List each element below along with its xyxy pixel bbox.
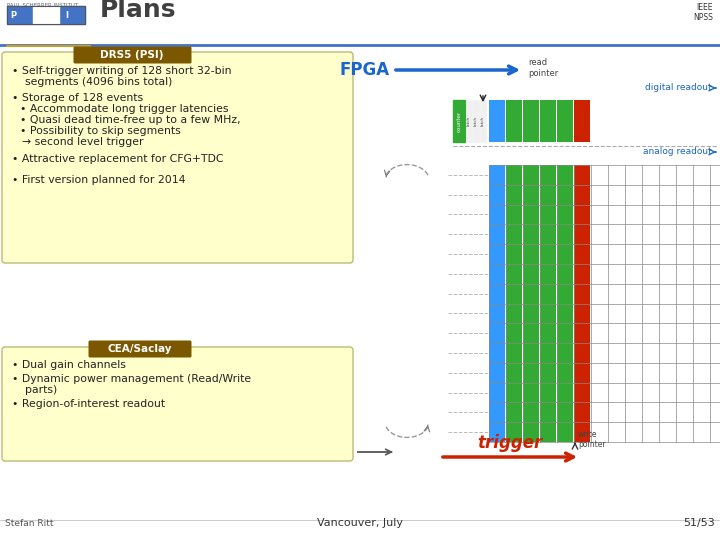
Bar bbox=[591, 165, 607, 442]
Bar bbox=[523, 100, 539, 142]
Bar bbox=[523, 165, 539, 442]
Text: parts): parts) bbox=[18, 385, 58, 395]
Bar bbox=[473, 100, 479, 142]
Bar bbox=[710, 165, 720, 442]
Bar bbox=[557, 165, 573, 442]
Text: 51/53: 51/53 bbox=[683, 518, 715, 528]
Bar bbox=[489, 165, 505, 442]
Bar bbox=[710, 100, 720, 142]
Text: IEEE
NPSS: IEEE NPSS bbox=[693, 3, 713, 22]
Text: write
pointer: write pointer bbox=[578, 430, 606, 449]
FancyBboxPatch shape bbox=[2, 347, 353, 461]
Text: counter: counter bbox=[456, 111, 462, 132]
Bar bbox=[625, 165, 641, 442]
FancyBboxPatch shape bbox=[73, 46, 192, 64]
Text: segments (4096 bins total): segments (4096 bins total) bbox=[18, 77, 172, 87]
Bar bbox=[506, 165, 522, 442]
Text: latch: latch bbox=[474, 116, 478, 126]
Bar bbox=[7, 6, 85, 24]
Bar bbox=[676, 165, 692, 442]
Bar bbox=[33, 6, 59, 24]
Text: • Accommodate long trigger latencies: • Accommodate long trigger latencies bbox=[20, 104, 228, 114]
Bar bbox=[625, 100, 641, 142]
Bar bbox=[574, 100, 590, 142]
Text: Stefan Ritt: Stefan Ritt bbox=[5, 519, 53, 528]
Bar bbox=[466, 100, 472, 142]
Text: Plans: Plans bbox=[100, 0, 176, 22]
Text: FPGA: FPGA bbox=[340, 61, 390, 79]
Text: • Storage of 128 events: • Storage of 128 events bbox=[12, 93, 143, 103]
Bar bbox=[540, 165, 556, 442]
Bar bbox=[693, 165, 709, 442]
Text: • Dynamic power management (Read/Write: • Dynamic power management (Read/Write bbox=[12, 374, 251, 384]
Bar bbox=[506, 100, 522, 142]
Bar bbox=[659, 100, 675, 142]
FancyBboxPatch shape bbox=[2, 52, 353, 263]
Bar bbox=[0, 0, 720, 45]
FancyBboxPatch shape bbox=[89, 341, 192, 357]
Text: Vancouver, July: Vancouver, July bbox=[317, 518, 403, 528]
Bar bbox=[591, 100, 607, 142]
Text: digital readout: digital readout bbox=[645, 84, 712, 92]
Text: DRS5 (PSI): DRS5 (PSI) bbox=[100, 50, 163, 60]
Bar bbox=[453, 100, 465, 142]
Bar bbox=[642, 100, 658, 142]
Text: • Attractive replacement for CFG+TDC: • Attractive replacement for CFG+TDC bbox=[12, 154, 223, 164]
Text: → second level trigger: → second level trigger bbox=[22, 137, 143, 147]
Text: • Self-trigger writing of 128 short 32-bin: • Self-trigger writing of 128 short 32-b… bbox=[12, 66, 232, 76]
Bar bbox=[676, 100, 692, 142]
Text: CEA/Saclay: CEA/Saclay bbox=[108, 344, 172, 354]
Text: latch: latch bbox=[481, 116, 485, 126]
Bar bbox=[489, 100, 505, 142]
Text: latch: latch bbox=[467, 116, 471, 126]
Text: • Possibility to skip segments: • Possibility to skip segments bbox=[20, 126, 181, 136]
Bar bbox=[574, 165, 590, 442]
Text: • Region-of-interest readout: • Region-of-interest readout bbox=[12, 399, 165, 409]
Text: P: P bbox=[10, 10, 16, 19]
Bar bbox=[480, 100, 486, 142]
Bar bbox=[540, 100, 556, 142]
Text: read
pointer: read pointer bbox=[528, 58, 558, 78]
Text: • Dual gain channels: • Dual gain channels bbox=[12, 360, 126, 370]
Text: analog readout: analog readout bbox=[643, 147, 712, 157]
Bar bbox=[659, 165, 675, 442]
Text: PAUL SCHERRER INSTITUT: PAUL SCHERRER INSTITUT bbox=[7, 3, 78, 8]
Bar bbox=[693, 100, 709, 142]
Bar bbox=[557, 100, 573, 142]
Text: I: I bbox=[65, 10, 68, 19]
Bar bbox=[642, 165, 658, 442]
Bar bbox=[7, 6, 85, 24]
Bar bbox=[608, 165, 624, 442]
Text: S: S bbox=[38, 10, 44, 19]
Text: trigger: trigger bbox=[477, 434, 543, 452]
Bar bbox=[608, 100, 624, 142]
Text: • First version planned for 2014: • First version planned for 2014 bbox=[12, 175, 186, 185]
Text: • Quasi dead time-free up to a few MHz,: • Quasi dead time-free up to a few MHz, bbox=[20, 115, 240, 125]
